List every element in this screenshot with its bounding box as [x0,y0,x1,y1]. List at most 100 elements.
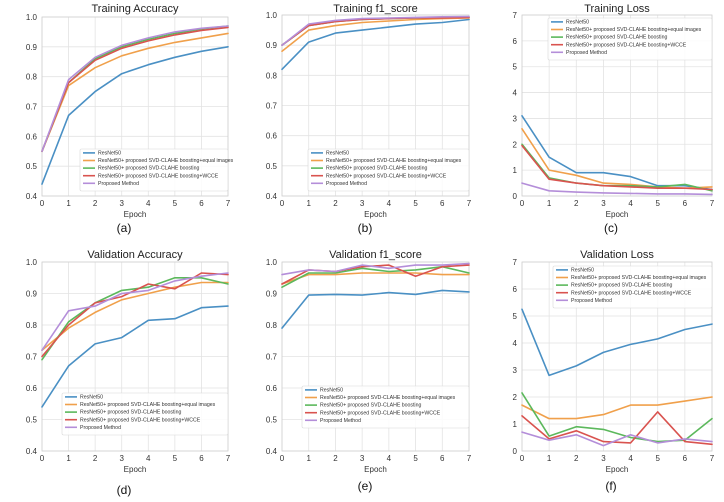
legend-label: ResNet50+ proposed SVD-CLAHE boosting [98,166,199,172]
legend-label: ResNet50 [320,388,343,394]
y-tick-label: 0.4 [266,447,278,456]
x-tick-label: 4 [628,199,633,208]
legend-box [301,385,470,429]
x-tick-label: 6 [683,454,688,463]
y-tick-label: 0.7 [26,353,38,362]
x-axis-label: Epoch [124,465,147,474]
x-tick-label: 3 [360,454,365,463]
x-tick-label: 7 [467,199,472,208]
legend-label: Proposed Method [320,418,361,424]
y-tick-label: 3 [513,366,518,375]
y-tick-label: 5 [513,312,518,321]
series-line [521,308,713,377]
x-tick-label: 1 [66,454,71,463]
panel-caption: (d) [117,483,132,497]
y-tick-label: 0.4 [26,447,38,456]
legend-label: ResNet50+ proposed SVD-CLAHE boosting [320,403,421,409]
plot-frame [41,16,229,197]
y-tick-label: 0 [513,192,518,201]
y-tick-label: 2 [513,140,518,149]
y-tick-label: 6 [513,37,518,46]
y-tick-label: 2 [513,393,518,402]
x-tick-label: 3 [601,199,606,208]
y-tick-label: 0.7 [266,102,278,111]
series-line [521,115,713,191]
chart-title: Training Accuracy [91,3,179,15]
y-tick-label: 5 [513,63,518,72]
x-tick-label: 6 [199,454,204,463]
series-line [521,396,713,420]
panel-caption: (f) [605,479,616,493]
y-tick-label: 1 [513,166,518,175]
y-tick-label: 0.9 [266,41,278,50]
y-tick-label: 0.4 [266,192,278,201]
legend-label: ResNet50 [98,151,121,157]
chart-title: Validation f1_score [329,249,422,261]
series-line [521,431,713,447]
x-tick-label: 1 [306,199,311,208]
chart-panel-5: Validation f1_score 0.4 0.5 0.6 0.7 0.8 0.9 1.0… [266,249,472,493]
y-tick-label: 0.5 [26,416,38,425]
y-tick-label: 0.5 [266,162,278,171]
x-tick-label: 0 [40,454,45,463]
legend-label: Proposed Method [571,298,612,304]
x-tick-label: 2 [93,454,98,463]
y-tick-label: 0.9 [266,290,278,299]
legend-label: ResNet50+ proposed SVD-CLAHE boosting+WC… [98,173,219,179]
legend-box [79,148,229,192]
legend-label: Proposed Method [98,181,139,187]
y-tick-label: 0.9 [26,43,38,52]
legend-label: ResNet50+ proposed SVD-CLAHE boosting+eq… [98,158,234,164]
x-tick-label: 0 [280,199,285,208]
y-tick-label: 0.4 [26,192,38,201]
y-tick-label: 1.0 [266,11,278,20]
y-tick-label: 0.5 [266,416,278,425]
panel-caption: (e) [358,479,373,493]
series-line [281,272,470,285]
x-axis-label: Epoch [606,210,629,219]
x-tick-label: 6 [440,454,445,463]
plot-frame [281,261,470,452]
y-tick-label: 1.0 [26,258,38,267]
x-tick-label: 2 [333,454,338,463]
x-axis-label: Epoch [364,210,387,219]
legend-label: Proposed Method [326,181,367,187]
series-line [281,289,470,329]
y-tick-label: 0.6 [26,384,38,393]
y-tick-label: 1.0 [26,13,38,22]
x-tick-label: 5 [655,199,660,208]
panel-caption: (c) [604,221,618,235]
x-tick-label: 6 [440,199,445,208]
legend-label: ResNet50+ proposed SVD-CLAHE boosting+WC… [326,173,447,179]
y-tick-label: 1.0 [266,258,278,267]
x-tick-label: 1 [66,199,71,208]
legend-label: ResNet50 [571,268,594,274]
legend-label: ResNet50+ proposed SVD-CLAHE boosting+eq… [320,395,456,401]
chart-panel-1: Training Accuracy 0.4 0.5 0.6 0.7 0.8 0.9 1.0 0 1… [26,3,234,235]
legend-label: ResNet50+ proposed SVD-CLAHE boosting [566,35,667,41]
legend-label: ResNet50+ proposed SVD-CLAHE boosting+WC… [80,417,201,423]
series-line [41,26,229,153]
x-tick-label: 5 [173,199,178,208]
y-tick-label: 0.9 [26,290,38,299]
legend-label: ResNet50+ proposed SVD-CLAHE boosting+eq… [566,27,702,33]
series-line [41,45,229,185]
y-tick-label: 7 [513,258,518,267]
x-tick-label: 2 [574,454,579,463]
panel-caption: (b) [358,221,373,235]
y-tick-label: 0.7 [26,103,38,112]
y-tick-label: 0.8 [266,71,278,80]
legend-label: ResNet50+ proposed SVD-CLAHE boosting+WC… [566,42,687,48]
series-line [41,25,229,153]
x-tick-label: 7 [710,454,715,463]
series-line [41,305,229,408]
x-tick-label: 4 [146,199,151,208]
series-line [521,144,713,191]
legend-label: ResNet50 [326,151,349,157]
x-tick-label: 0 [520,199,525,208]
legend-label: ResNet50+ proposed SVD-CLAHE boosting+eq… [571,275,707,281]
y-tick-label: 7 [513,11,518,20]
legend-box [307,148,470,192]
x-axis-label: Epoch [124,210,147,219]
